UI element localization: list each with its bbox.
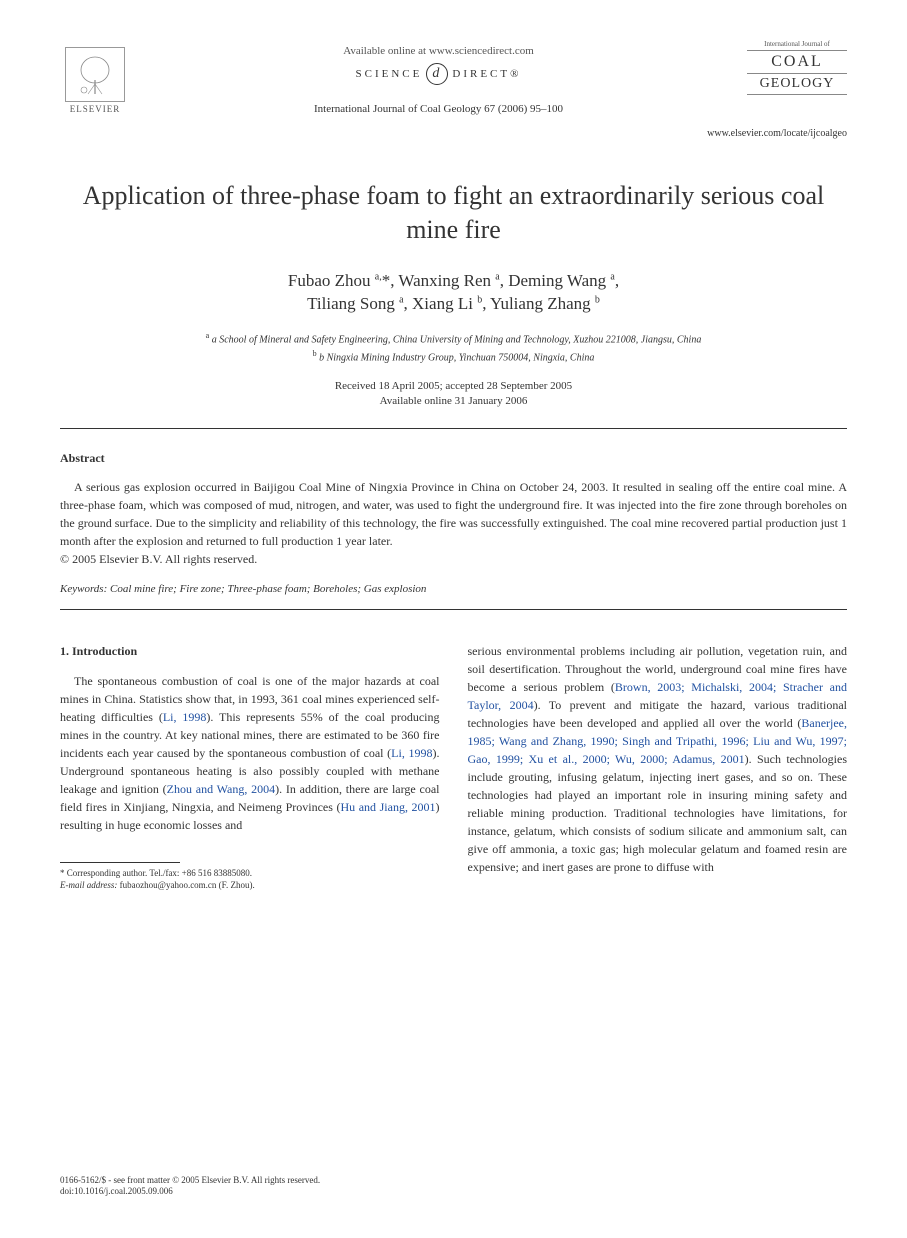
article-title: Application of three-phase foam to fight…: [60, 179, 847, 247]
science-direct-right: DIRECT®: [452, 68, 521, 80]
received-date: Received 18 April 2005; accepted 28 Sept…: [60, 379, 847, 394]
science-direct-logo: SCIENCE d DIRECT®: [130, 63, 747, 85]
column-left: 1. Introduction The spontaneous combusti…: [60, 642, 440, 892]
footer-doi: doi:10.1016/j.coal.2005.09.006: [60, 1186, 320, 1198]
section-1-heading: 1. Introduction: [60, 642, 440, 660]
journal-logo-geology: GEOLOGY: [747, 74, 847, 95]
keywords-label: Keywords:: [60, 583, 107, 595]
footer-line-1: 0166-5162/$ - see front matter © 2005 El…: [60, 1175, 320, 1187]
center-header: Available online at www.sciencedirect.co…: [130, 40, 747, 115]
journal-logo-coal: COAL: [747, 50, 847, 74]
journal-logo-box: International Journal of COAL GEOLOGY: [747, 40, 847, 95]
affiliation-b: b b Ningxia Mining Industry Group, Yinch…: [60, 348, 847, 365]
body-columns: 1. Introduction The spontaneous combusti…: [60, 642, 847, 892]
corresponding-author-footnote: * Corresponding author. Tel./fax: +86 51…: [60, 867, 440, 892]
abstract-copyright: © 2005 Elsevier B.V. All rights reserved…: [60, 552, 847, 567]
intro-paragraph-right: serious environmental problems including…: [468, 642, 848, 876]
email-address[interactable]: fubaozhou@yahoo.com.cn (F. Zhou).: [117, 880, 254, 890]
available-online-text: Available online at www.sciencedirect.co…: [130, 45, 747, 57]
journal-logo-small: International Journal of: [747, 40, 847, 48]
affiliation-a: a a School of Mineral and Safety Enginee…: [60, 330, 847, 347]
footnote-separator: [60, 862, 180, 863]
elsevier-logo: ELSEVIER: [60, 40, 130, 120]
article-dates: Received 18 April 2005; accepted 28 Sept…: [60, 379, 847, 410]
affiliations: a a School of Mineral and Safety Enginee…: [60, 330, 847, 365]
divider-bottom: [60, 609, 847, 610]
header-row: ELSEVIER Available online at www.science…: [60, 40, 847, 120]
science-direct-left: SCIENCE: [356, 68, 423, 80]
citation-hu-jiang-2001[interactable]: Hu and Jiang, 2001: [340, 800, 435, 814]
elsevier-label: ELSEVIER: [70, 104, 121, 114]
corr-author-line: * Corresponding author. Tel./fax: +86 51…: [60, 867, 440, 880]
corr-email-line: E-mail address: fubaozhou@yahoo.com.cn (…: [60, 879, 440, 892]
authors-block: Fubao Zhou a,*, Wanxing Ren a, Deming Wa…: [60, 269, 847, 317]
footer-block: 0166-5162/$ - see front matter © 2005 El…: [60, 1175, 320, 1198]
citation-li-1998-a[interactable]: Li, 1998: [163, 710, 207, 724]
citation-zhou-wang-2004[interactable]: Zhou and Wang, 2004: [167, 782, 275, 796]
column-right: serious environmental problems including…: [468, 642, 848, 892]
affiliation-a-text: a School of Mineral and Safety Engineeri…: [212, 335, 702, 346]
abstract-heading: Abstract: [60, 451, 847, 466]
online-date: Available online 31 January 2006: [60, 394, 847, 409]
affiliation-b-text: b Ningxia Mining Industry Group, Yinchua…: [319, 352, 594, 363]
t8: ). Such technologies include grouting, i…: [468, 752, 848, 874]
keywords-line: Keywords: Coal mine fire; Fire zone; Thr…: [60, 583, 847, 595]
intro-paragraph-left: The spontaneous combustion of coal is on…: [60, 672, 440, 834]
citation-li-1998-b[interactable]: Li, 1998: [391, 746, 432, 760]
abstract-text: A serious gas explosion occurred in Baij…: [60, 478, 847, 550]
authors-line-2: Tiliang Song a, Xiang Li b, Yuliang Zhan…: [60, 292, 847, 316]
divider-top: [60, 428, 847, 429]
science-direct-d-icon: d: [426, 63, 448, 85]
abstract-section: Abstract A serious gas explosion occurre…: [60, 451, 847, 567]
email-label: E-mail address:: [60, 880, 117, 890]
journal-reference: International Journal of Coal Geology 67…: [130, 103, 747, 115]
authors-line-1: Fubao Zhou a,*, Wanxing Ren a, Deming Wa…: [60, 269, 847, 293]
journal-url[interactable]: www.elsevier.com/locate/ijcoalgeo: [60, 128, 847, 139]
keywords-text: Coal mine fire; Fire zone; Three-phase f…: [107, 583, 426, 595]
elsevier-tree-icon: [65, 47, 125, 102]
